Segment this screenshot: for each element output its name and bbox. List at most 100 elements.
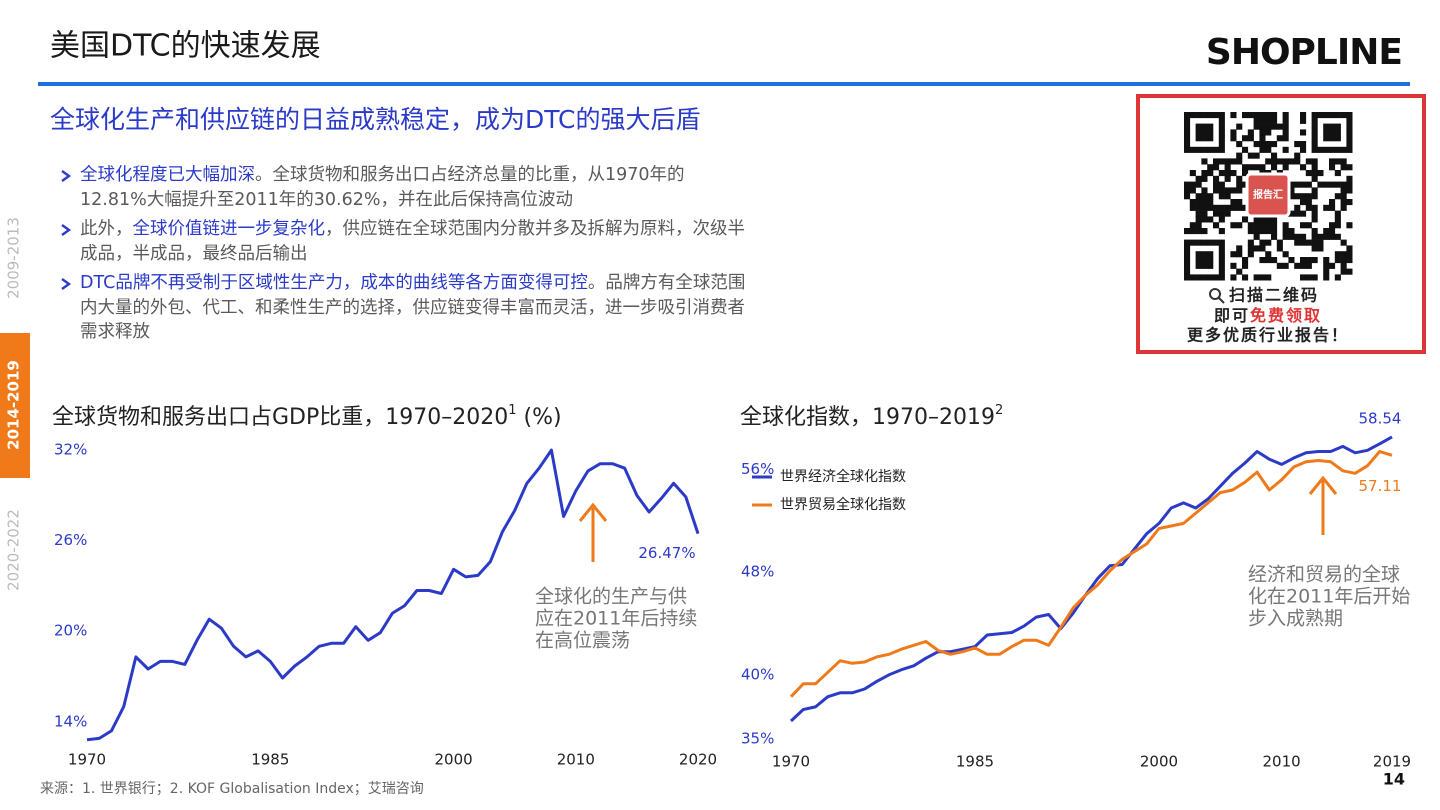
qr-module: [1218, 146, 1225, 153]
qr-module: [1329, 233, 1336, 240]
qr-module: [1329, 158, 1336, 165]
qr-module: [1201, 239, 1208, 246]
tab-label[interactable]: 2014-2019: [5, 360, 23, 450]
tab-label[interactable]: 2009-2013: [5, 217, 23, 299]
qr-module: [1201, 204, 1208, 211]
chart-title: 全球化指数，1970–20192: [740, 403, 1003, 431]
qr-module: [1334, 257, 1341, 264]
header-rule: [38, 82, 1410, 86]
qr-module: [1207, 239, 1214, 246]
qr-module: [1218, 204, 1225, 211]
annotation: 化在2011年后开始: [1248, 586, 1410, 608]
qr-module: [1334, 170, 1341, 177]
qr-code: [1184, 112, 1353, 281]
qr-module: [1236, 181, 1243, 188]
qr-module: [1305, 222, 1312, 229]
qr-module: [1201, 187, 1208, 194]
qr-module: [1213, 274, 1220, 281]
qr-module: [1265, 257, 1272, 264]
qr-module: [1236, 152, 1243, 159]
qr-module: [1236, 199, 1243, 206]
bullet-list: 全球化程度已大幅加深。全球货物和服务出口占经济总量的比重，从1970年的12.8…: [61, 163, 748, 350]
qr-module: [1207, 262, 1214, 269]
qr-module: [1340, 268, 1347, 275]
tab-label[interactable]: 2020-2022: [5, 509, 23, 591]
qr-module: [1323, 135, 1330, 142]
legend-label: 世界经济全球化指数: [780, 468, 906, 485]
qr-module: [1311, 170, 1318, 177]
qr-module: [1201, 274, 1208, 281]
qr-module: [1259, 146, 1266, 153]
qr-module: [1300, 222, 1307, 229]
qr-module: [1247, 152, 1254, 159]
qr-text: 即可: [1214, 306, 1250, 325]
qr-module: [1329, 164, 1336, 171]
qr-module: [1334, 181, 1341, 188]
bullet-text: ，供应链在全球范围内分散并多及拆解为原料，次级半成品，半成品，最终品后输出: [80, 219, 745, 264]
qr-module: [1311, 233, 1318, 240]
qr-module: [1189, 204, 1196, 211]
y-tick-label: 32%: [54, 441, 87, 459]
qr-module: [1195, 112, 1202, 119]
bullet-highlight: 全球化程度已大幅加深: [80, 165, 255, 185]
qr-module: [1288, 233, 1295, 240]
y-tick-label: 40%: [741, 665, 774, 683]
qr-module: [1207, 199, 1214, 206]
qr-module: [1305, 181, 1312, 188]
qr-module: [1218, 268, 1225, 275]
qr-module: [1271, 123, 1278, 130]
qr-module: [1323, 204, 1330, 211]
qr-module: [1265, 117, 1272, 124]
qr-module: [1253, 123, 1260, 130]
qr-module: [1195, 228, 1202, 235]
chart-title: 全球货物和服务出口占GDP比重，1970–20201 (%): [52, 403, 562, 431]
value-label: 26.47%: [638, 544, 695, 562]
qr-module: [1230, 129, 1237, 136]
qr-module: [1224, 164, 1231, 171]
arrow-head: [1308, 475, 1338, 495]
qr-module: [1259, 222, 1266, 229]
x-tick-label: 1985: [251, 751, 289, 769]
search-icon: [1209, 288, 1221, 300]
qr-module: [1323, 112, 1330, 119]
qr-module: [1334, 233, 1341, 240]
qr-module: [1305, 199, 1312, 206]
qr-module: [1282, 228, 1289, 235]
qr-module: [1334, 158, 1341, 165]
qr-module: [1236, 251, 1243, 258]
qr-module: [1329, 228, 1336, 235]
qr-module: [1329, 135, 1336, 142]
qr-module: [1259, 216, 1266, 223]
qr-module: [1242, 262, 1249, 269]
qr-module: [1271, 164, 1278, 171]
qr-module: [1218, 245, 1225, 252]
qr-module: [1247, 129, 1254, 136]
qr-module: [1346, 117, 1353, 124]
qr-module: [1242, 146, 1249, 153]
qr-module: [1207, 112, 1214, 119]
qr-module: [1294, 239, 1301, 246]
qr-module: [1265, 129, 1272, 136]
tab-active: [0, 333, 30, 478]
qr-module: [1276, 245, 1283, 252]
qr-module: [1305, 274, 1312, 281]
qr-module: [1195, 239, 1202, 246]
qr-module: [1184, 117, 1191, 124]
qr-module: [1184, 274, 1191, 281]
qr-module: [1271, 117, 1278, 124]
qr-module: [1201, 216, 1208, 223]
qr-module: [1247, 222, 1254, 229]
logo: SHOPLINE: [1206, 32, 1402, 73]
qr-module: [1317, 233, 1324, 240]
qr-module: [1201, 158, 1208, 165]
qr-module: [1207, 193, 1214, 200]
qr-module: [1207, 123, 1214, 130]
qr-module: [1329, 123, 1336, 130]
qr-module: [1300, 181, 1307, 188]
qr-module: [1340, 164, 1347, 171]
qr-module: [1311, 245, 1318, 252]
qr-module: [1207, 129, 1214, 136]
bullet-text: 。全球货物和服务出口占经济总量的比重，从1970年的12.81%大幅提升至201…: [80, 165, 685, 210]
qr-module: [1305, 204, 1312, 211]
qr-module: [1236, 268, 1243, 275]
